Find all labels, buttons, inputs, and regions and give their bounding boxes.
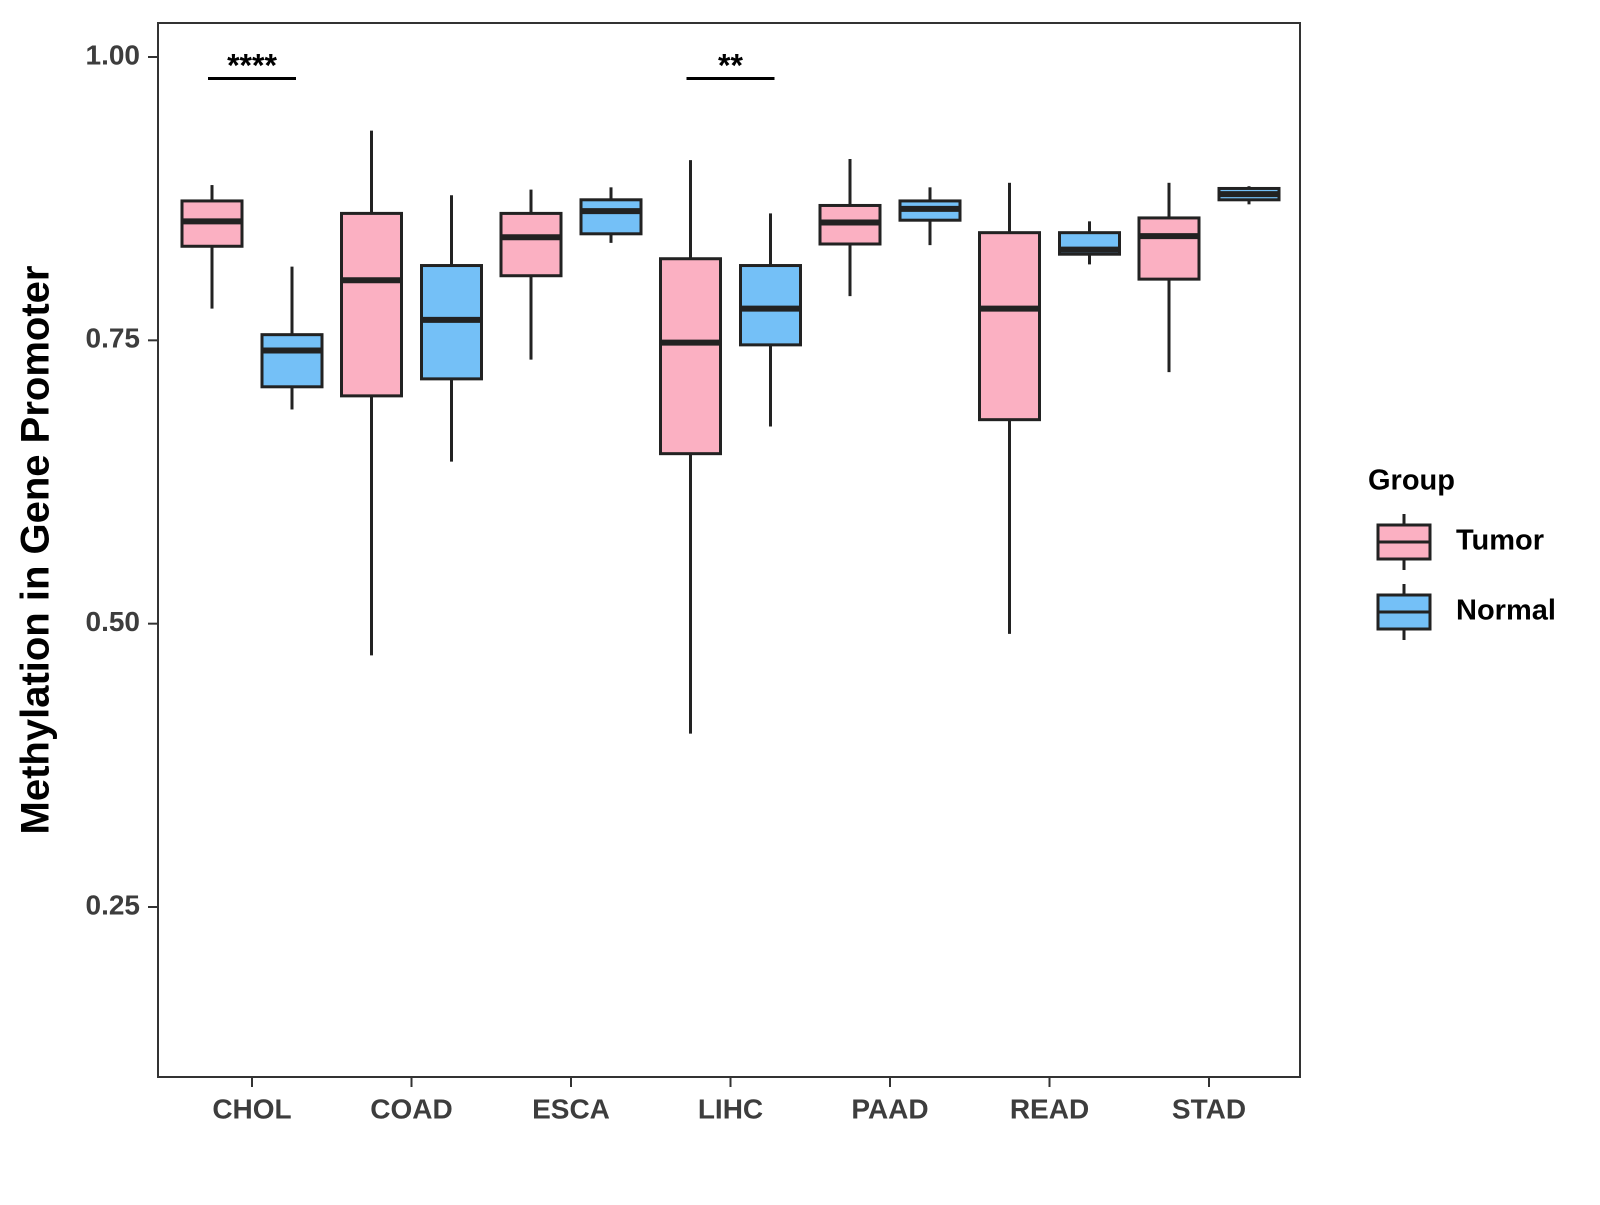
box-layer xyxy=(180,130,1281,734)
y-tick-label: 0.25 xyxy=(86,889,141,920)
box-normal-chol xyxy=(260,266,324,410)
box-tumor-coad xyxy=(340,130,403,656)
y-tick-label: 1.00 xyxy=(86,39,141,70)
box-normal-stad xyxy=(1217,186,1281,205)
box-body xyxy=(260,333,324,389)
x-tick-label: PAAD xyxy=(851,1093,928,1124)
box-body xyxy=(340,211,403,398)
box-normal-read xyxy=(1058,221,1121,265)
box-tumor-read xyxy=(978,182,1041,634)
y-axis-label: Methylation in Gene Promoter xyxy=(14,266,58,835)
x-tick-label: LIHC xyxy=(698,1093,763,1124)
legend-key-tumor xyxy=(1376,514,1432,570)
y-tick-label: 0.75 xyxy=(86,323,141,354)
box-tumor-paad xyxy=(818,159,882,297)
box-body xyxy=(579,198,643,236)
box-tumor-esca xyxy=(499,189,563,360)
box-tumor-lihc xyxy=(659,160,722,734)
significance-label: **** xyxy=(227,48,277,84)
box-body xyxy=(659,257,722,456)
legend-key-normal xyxy=(1376,584,1432,640)
box-body xyxy=(739,264,802,347)
significance-layer: **** ** xyxy=(208,48,775,84)
box-tumor-stad xyxy=(1137,182,1201,373)
x-tick-label: STAD xyxy=(1172,1093,1246,1124)
box-normal-coad xyxy=(420,195,483,462)
legend-label-tumor: Tumor xyxy=(1456,525,1544,557)
significance-label: ** xyxy=(718,48,743,84)
legend-label-normal: Normal xyxy=(1456,595,1556,627)
box-body xyxy=(978,231,1041,422)
legend-title: Group xyxy=(1368,465,1455,497)
x-tick-label: COAD xyxy=(370,1093,452,1124)
x-tick-label: ESCA xyxy=(532,1093,610,1124)
x-axis: CHOL COAD ESCA LIHC PAAD READ STAD xyxy=(212,1077,1246,1124)
panel-border xyxy=(157,22,1301,1078)
box-normal-esca xyxy=(579,187,643,243)
y-axis: 0.25 0.50 0.75 1.00 xyxy=(86,39,158,920)
box-body xyxy=(1137,216,1201,281)
y-tick-label: 0.50 xyxy=(86,606,141,637)
box-normal-lihc xyxy=(739,213,802,427)
box-tumor-chol xyxy=(180,185,244,309)
box-normal-paad xyxy=(898,187,962,246)
x-tick-label: CHOL xyxy=(212,1093,291,1124)
legend: Group Tumor Normal xyxy=(1368,465,1556,640)
x-tick-label: READ xyxy=(1010,1093,1089,1124)
box-body xyxy=(499,211,563,278)
